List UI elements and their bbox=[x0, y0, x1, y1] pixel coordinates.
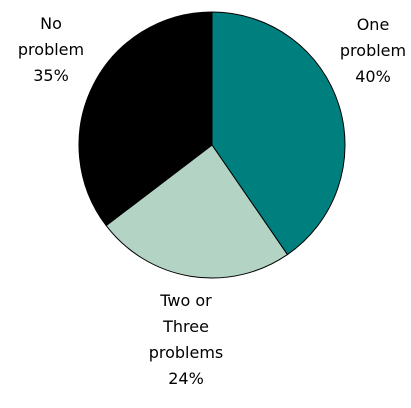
pie-labels: One problem 40% Two or Three problems 24% No pro… bbox=[18, 14, 406, 388]
pie-slice-label-line: 40% bbox=[355, 67, 391, 86]
pie-slice-label-line: problems bbox=[149, 343, 224, 362]
pie-slice-label-2: No problem 35% bbox=[18, 14, 84, 85]
pie-slice-label-line: 24% bbox=[168, 369, 204, 388]
pie-slice-label-1: Two or Three problems 24% bbox=[149, 291, 224, 388]
pie-slice-label-line: 35% bbox=[33, 66, 69, 85]
pie-slice-2 bbox=[78, 11, 213, 227]
pie-slice-label-line: problem bbox=[340, 41, 406, 60]
pie-slice-0 bbox=[211, 11, 346, 256]
pie-slice-label-line: Three bbox=[162, 317, 209, 336]
pie-slice-label-line: One bbox=[357, 15, 390, 34]
pie-slice-label-line: No bbox=[40, 14, 62, 33]
pie-slices bbox=[78, 11, 346, 279]
pie-slice-label-line: Two or bbox=[159, 291, 212, 310]
pie-slice-label-0: One problem 40% bbox=[340, 15, 406, 86]
pie-slice-1 bbox=[105, 144, 289, 279]
pie-slice-label-line: problem bbox=[18, 40, 84, 59]
